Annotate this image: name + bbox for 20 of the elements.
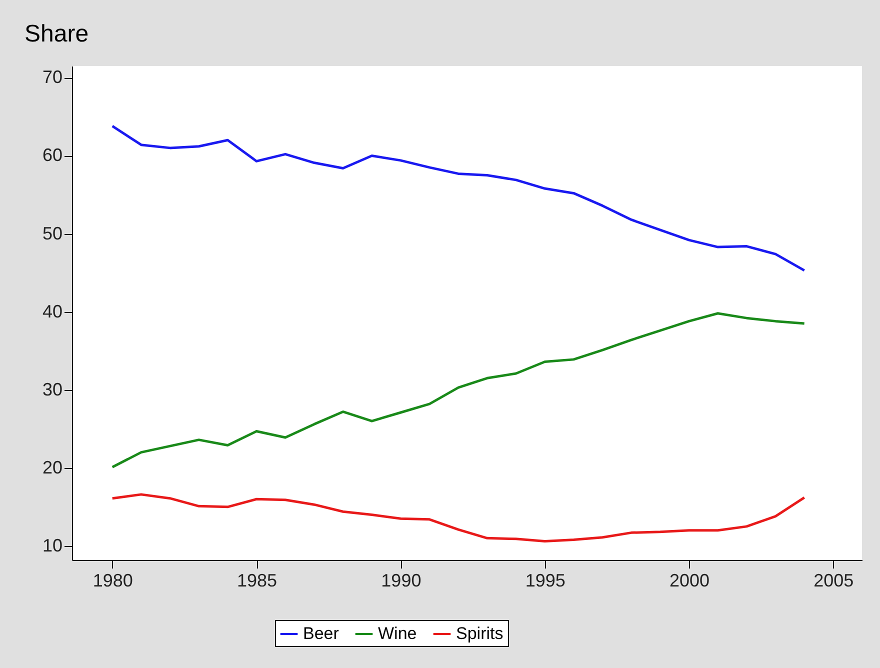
y-tick-label: 20 [42, 457, 62, 478]
y-tick-label: 30 [42, 379, 62, 400]
x-tick-label: 2005 [814, 570, 854, 590]
line-series [111, 124, 806, 272]
line-series [111, 493, 806, 543]
y-tick-label: 40 [42, 301, 62, 322]
legend-label: Spirits [456, 624, 504, 643]
y-tick-label: 70 [42, 67, 62, 88]
y-axis-title: Share [24, 20, 89, 48]
x-tick-label: 1985 [237, 570, 278, 590]
x-tick-label: 1995 [525, 570, 566, 590]
legend-label: Beer [303, 624, 340, 643]
y-tick-label: 50 [42, 223, 62, 244]
x-tick-label: 1990 [381, 570, 422, 590]
line-series [111, 312, 806, 468]
y-tick-label: 60 [42, 145, 62, 166]
x-tick-label: 2000 [669, 570, 710, 590]
legend-label: Wine [378, 624, 417, 643]
y-tick-label: 10 [42, 535, 62, 556]
x-tick-label: 1980 [92, 570, 133, 590]
